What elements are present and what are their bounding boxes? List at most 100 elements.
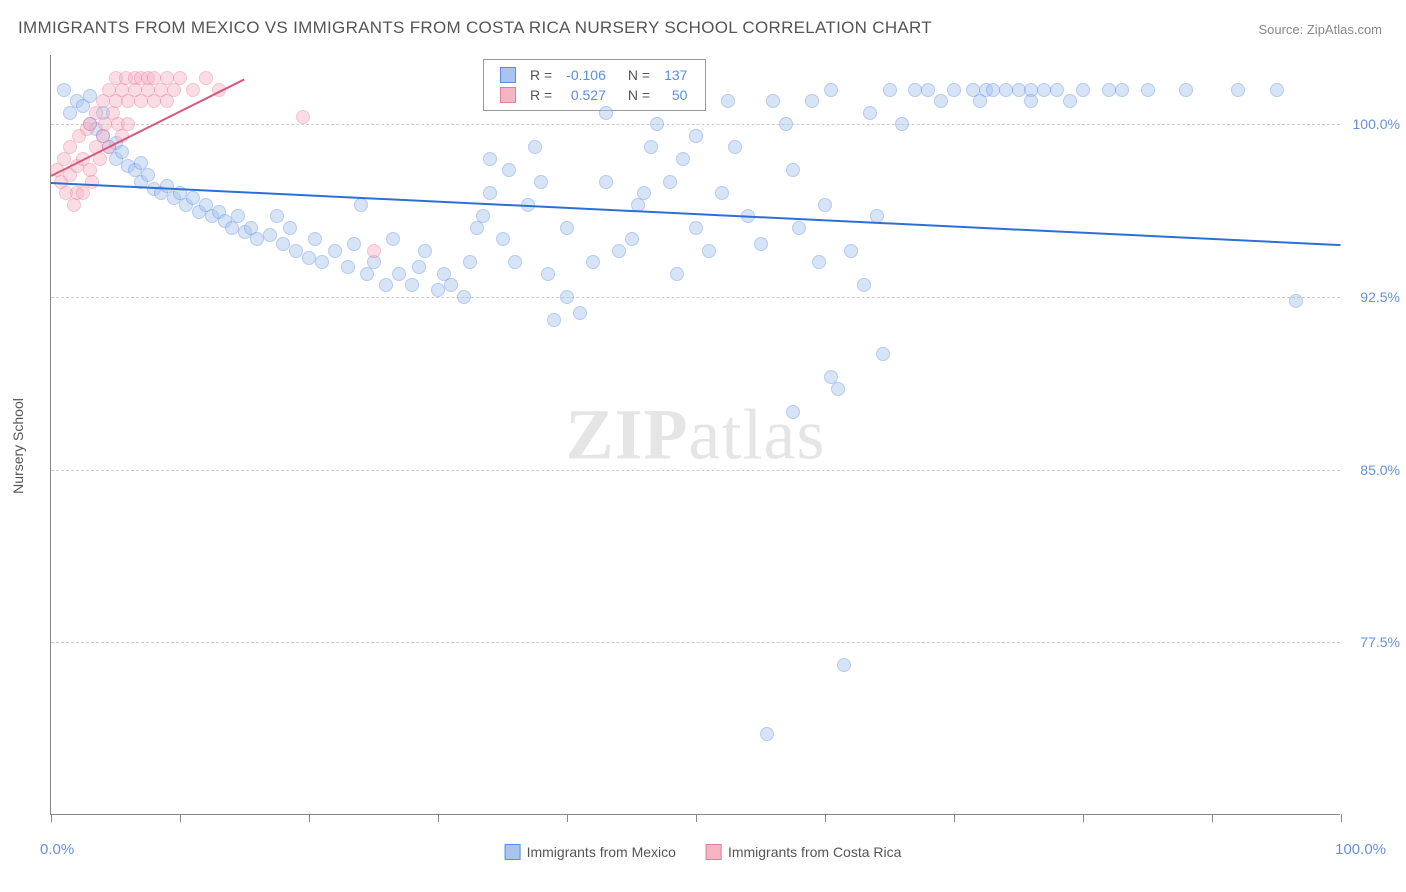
data-point xyxy=(599,106,613,120)
data-point xyxy=(1024,94,1038,108)
legend-row: R =0.527N =50 xyxy=(494,86,693,104)
data-point xyxy=(476,209,490,223)
source-label: Source: ZipAtlas.com xyxy=(1258,22,1382,37)
data-point xyxy=(650,117,664,131)
x-tick xyxy=(1083,814,1084,822)
data-point xyxy=(883,83,897,97)
data-point xyxy=(418,244,432,258)
data-point xyxy=(115,145,129,159)
data-point xyxy=(528,140,542,154)
data-point xyxy=(392,267,406,281)
data-point xyxy=(483,186,497,200)
data-point xyxy=(283,221,297,235)
x-tick xyxy=(696,814,697,822)
data-point xyxy=(347,237,361,251)
data-point xyxy=(250,232,264,246)
data-point xyxy=(1063,94,1077,108)
data-point xyxy=(934,94,948,108)
data-point xyxy=(57,83,71,97)
data-point xyxy=(173,71,187,85)
gridline xyxy=(51,470,1340,471)
data-point xyxy=(412,260,426,274)
data-point xyxy=(547,313,561,327)
x-tick xyxy=(438,814,439,822)
data-point xyxy=(199,71,213,85)
data-point xyxy=(625,232,639,246)
data-point xyxy=(270,209,284,223)
x-max-label: 100.0% xyxy=(1335,841,1386,858)
data-point xyxy=(895,117,909,131)
data-point xyxy=(1012,83,1026,97)
data-point xyxy=(386,232,400,246)
data-point xyxy=(1037,83,1051,97)
y-tick-label: 85.0% xyxy=(1346,462,1400,478)
data-point xyxy=(83,89,97,103)
watermark: ZIPatlas xyxy=(566,393,826,476)
y-tick-label: 77.5% xyxy=(1346,634,1400,650)
x-tick xyxy=(309,814,310,822)
data-point xyxy=(541,267,555,281)
chart-title: IMMIGRANTS FROM MEXICO VS IMMIGRANTS FRO… xyxy=(18,18,932,38)
data-point xyxy=(1115,83,1129,97)
y-axis-label: Nursery School xyxy=(10,398,26,494)
data-point xyxy=(947,83,961,97)
legend-row: R =-0.106N =137 xyxy=(494,66,693,84)
data-point xyxy=(728,140,742,154)
data-point xyxy=(689,129,703,143)
data-point xyxy=(812,255,826,269)
correlation-legend: R =-0.106N =137 R =0.527N =50 xyxy=(483,59,706,111)
gridline xyxy=(51,642,1340,643)
data-point xyxy=(1179,83,1193,97)
data-point xyxy=(463,255,477,269)
data-point xyxy=(302,251,316,265)
data-point xyxy=(308,232,322,246)
data-point xyxy=(586,255,600,269)
data-point xyxy=(921,83,935,97)
x-min-label: 0.0% xyxy=(40,841,74,858)
data-point xyxy=(263,228,277,242)
data-point xyxy=(786,405,800,419)
data-point xyxy=(560,221,574,235)
data-point xyxy=(328,244,342,258)
data-point xyxy=(341,260,355,274)
data-point xyxy=(754,237,768,251)
data-point xyxy=(63,140,77,154)
data-point xyxy=(367,244,381,258)
data-point xyxy=(315,255,329,269)
data-point xyxy=(186,83,200,97)
data-point xyxy=(644,140,658,154)
data-point xyxy=(1270,83,1284,97)
data-point xyxy=(121,117,135,131)
data-point xyxy=(1076,83,1090,97)
data-point xyxy=(676,152,690,166)
data-point xyxy=(483,152,497,166)
data-point xyxy=(1231,83,1245,97)
data-point xyxy=(573,306,587,320)
data-point xyxy=(779,117,793,131)
data-point xyxy=(857,278,871,292)
data-point xyxy=(431,283,445,297)
data-point xyxy=(766,94,780,108)
data-point xyxy=(1141,83,1155,97)
x-tick xyxy=(1212,814,1213,822)
data-point xyxy=(999,83,1013,97)
data-point xyxy=(824,83,838,97)
data-point xyxy=(612,244,626,258)
x-tick xyxy=(825,814,826,822)
gridline xyxy=(51,297,1340,298)
data-point xyxy=(876,347,890,361)
series-legend: Immigrants from MexicoImmigrants from Co… xyxy=(505,844,902,860)
data-point xyxy=(844,244,858,258)
data-point xyxy=(496,232,510,246)
data-point xyxy=(289,244,303,258)
data-point xyxy=(786,163,800,177)
data-point xyxy=(379,278,393,292)
legend-item: Immigrants from Mexico xyxy=(505,844,676,860)
data-point xyxy=(689,221,703,235)
data-point xyxy=(637,186,651,200)
x-tick xyxy=(51,814,52,822)
data-point xyxy=(186,191,200,205)
x-tick xyxy=(180,814,181,822)
data-point xyxy=(831,382,845,396)
x-tick xyxy=(1341,814,1342,822)
